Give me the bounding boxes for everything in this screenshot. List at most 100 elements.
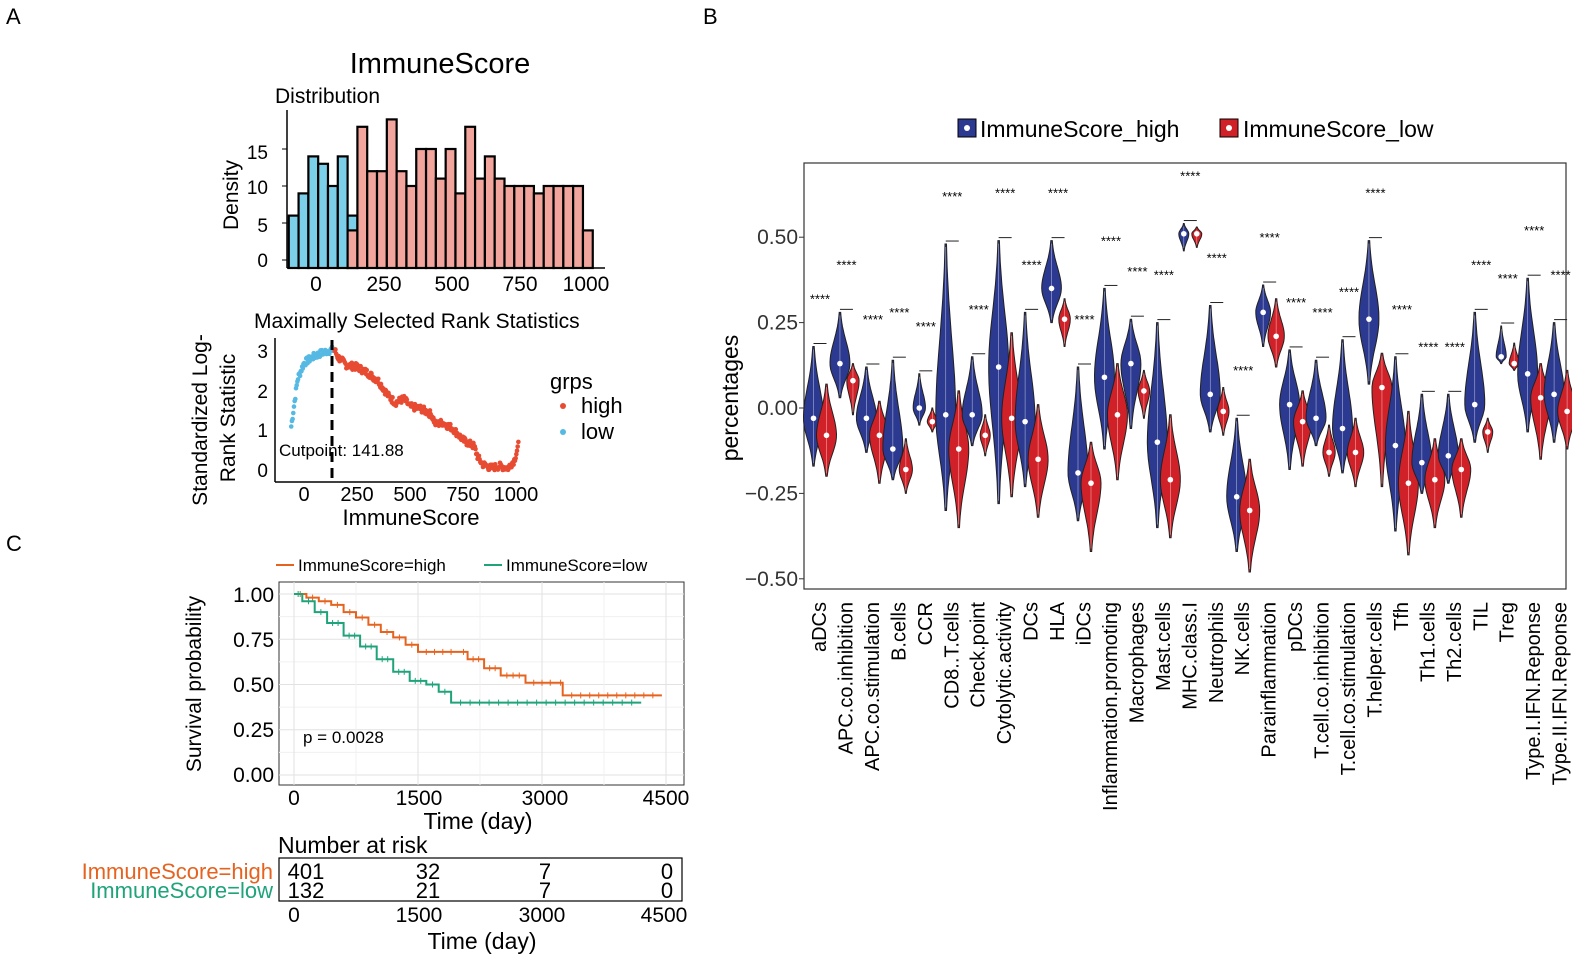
risk-count-high: 7 <box>539 859 551 884</box>
panel-label-a: A <box>6 4 21 29</box>
rank-point-low <box>294 382 299 388</box>
violin-median-low <box>1246 507 1253 514</box>
violin-category-label: NK.cells <box>1232 602 1254 675</box>
violin-category-label: APC.co.inhibition <box>835 602 857 754</box>
significance-stars: **** <box>1445 339 1465 354</box>
rank-point-high <box>473 446 478 452</box>
km-curves <box>294 591 662 706</box>
violin-category-label: T.helper.cells <box>1364 602 1386 718</box>
violin-median-high <box>1128 360 1134 367</box>
significance-stars: **** <box>1021 257 1041 272</box>
violin-median-high <box>837 360 843 367</box>
legend-label-low: low <box>581 419 614 444</box>
risk-count-low: 132 <box>288 878 325 903</box>
distribution-y-ticks: 0 5 10 15 <box>247 143 287 272</box>
violin-median-low <box>1432 476 1438 483</box>
significance-stars: **** <box>995 186 1015 201</box>
rank-point-high <box>399 400 404 405</box>
rank-point-high <box>514 448 520 454</box>
rank-legend: grps high low <box>550 369 623 444</box>
histogram-bar-high <box>513 184 526 270</box>
significance-stars: **** <box>1365 186 1385 201</box>
histogram-bar-high <box>523 184 536 270</box>
histogram-bar-high <box>424 147 437 270</box>
histogram-bar-low <box>287 214 300 270</box>
violin-median-low <box>1008 415 1015 422</box>
dist-ytick: 5 <box>257 216 268 237</box>
rank-point-high <box>467 438 473 444</box>
violin-median-low <box>955 446 962 452</box>
significance-stars: **** <box>1550 268 1570 283</box>
violin-category-label: Th1.cells <box>1417 602 1439 682</box>
km-legend-label-high: ImmuneScore=high <box>298 556 446 575</box>
violin-median-low <box>1167 476 1174 483</box>
rank-point-high <box>390 395 395 400</box>
legend-label-high: high <box>581 393 623 418</box>
rank-ytick: 1 <box>257 421 268 442</box>
histogram-bar-high <box>346 229 359 270</box>
significance-stars: **** <box>836 257 856 272</box>
panel-b: ImmuneScore_high ImmuneScore_low percent… <box>717 116 1572 811</box>
km-xtick: 3000 <box>522 787 569 810</box>
rank-point-high <box>453 427 459 432</box>
histogram-bar-high <box>542 184 555 270</box>
significance-stars: **** <box>1418 339 1438 354</box>
violin-median-low <box>1484 429 1491 435</box>
violin-median-high <box>1313 415 1319 422</box>
violin-median-low <box>1352 449 1359 456</box>
km-ytick: 0.00 <box>233 764 274 787</box>
violin-median-low <box>1326 449 1332 456</box>
violin-median-high <box>1101 374 1108 381</box>
rank-point-high <box>448 421 453 427</box>
histogram-bar-high <box>532 192 545 270</box>
risk-xtick: 1500 <box>396 904 443 927</box>
significance-stars: **** <box>1524 223 1544 238</box>
significance-stars: **** <box>969 302 989 317</box>
legend-label-immunescore-low: ImmuneScore_low <box>1243 116 1434 142</box>
violin-median-low <box>1511 360 1517 367</box>
significance-stars: **** <box>916 319 936 334</box>
histogram-bar-low <box>336 155 349 270</box>
significance-stars: **** <box>1207 251 1227 266</box>
significance-stars: **** <box>942 189 962 204</box>
significance-stars: **** <box>810 292 830 307</box>
violin-median-low <box>1114 412 1121 418</box>
violin-category-label: Tfh <box>1391 602 1413 631</box>
significance-stars: **** <box>1498 271 1518 286</box>
rank-xlabel: ImmuneScore <box>343 505 480 530</box>
legend-label-immunescore-high: ImmuneScore_high <box>980 116 1179 142</box>
violin-x-labels: aDCs APC.co.inhibition APC.co.stimulation B… <box>809 601 1572 811</box>
violin-category-label: iDCs <box>1074 602 1096 645</box>
legend-dot-high <box>560 403 566 409</box>
rank-xtick: 250 <box>340 484 373 506</box>
km-y-ticks: 0.00 0.25 0.50 0.75 1.00 <box>233 584 274 787</box>
panel-c: ImmuneScore=high ImmuneScore=low p = 0.0… <box>82 556 690 954</box>
risk-count-high: 32 <box>416 859 440 884</box>
distribution-x-ticks: 0 250 500 750 1000 <box>310 273 609 296</box>
panel-label-c: C <box>6 531 22 556</box>
violin-ytick: 0.00 <box>757 397 798 420</box>
violin-ytick: 0.50 <box>757 226 798 249</box>
significance-stars: **** <box>1471 257 1491 272</box>
violin-category-label: HLA <box>1047 601 1069 641</box>
violin-median-low <box>850 377 856 384</box>
violin-median-low <box>1273 333 1279 340</box>
km-xtick: 4500 <box>643 787 690 810</box>
violin-median-high <box>1471 401 1478 408</box>
rank-point-low <box>291 404 297 409</box>
risk-table-frame <box>278 857 683 902</box>
violin-median-low <box>1061 316 1068 322</box>
violin-median-high <box>1498 353 1504 360</box>
dist-xtick: 250 <box>366 273 401 296</box>
km-xtick: 0 <box>288 787 300 810</box>
rank-point-high <box>404 397 410 402</box>
rank-point-high <box>513 455 518 461</box>
km-legend-label-low: ImmuneScore=low <box>506 556 648 575</box>
histogram-bar-high <box>503 184 516 270</box>
histogram-bar-low <box>317 162 330 270</box>
risk-label-low: ImmuneScore=low <box>90 878 273 903</box>
rank-point-high <box>333 347 338 352</box>
risk-xlabel: Time (day) <box>427 928 536 954</box>
violin-median-low <box>1564 408 1570 415</box>
violin-category-label: DCs <box>1021 602 1043 641</box>
